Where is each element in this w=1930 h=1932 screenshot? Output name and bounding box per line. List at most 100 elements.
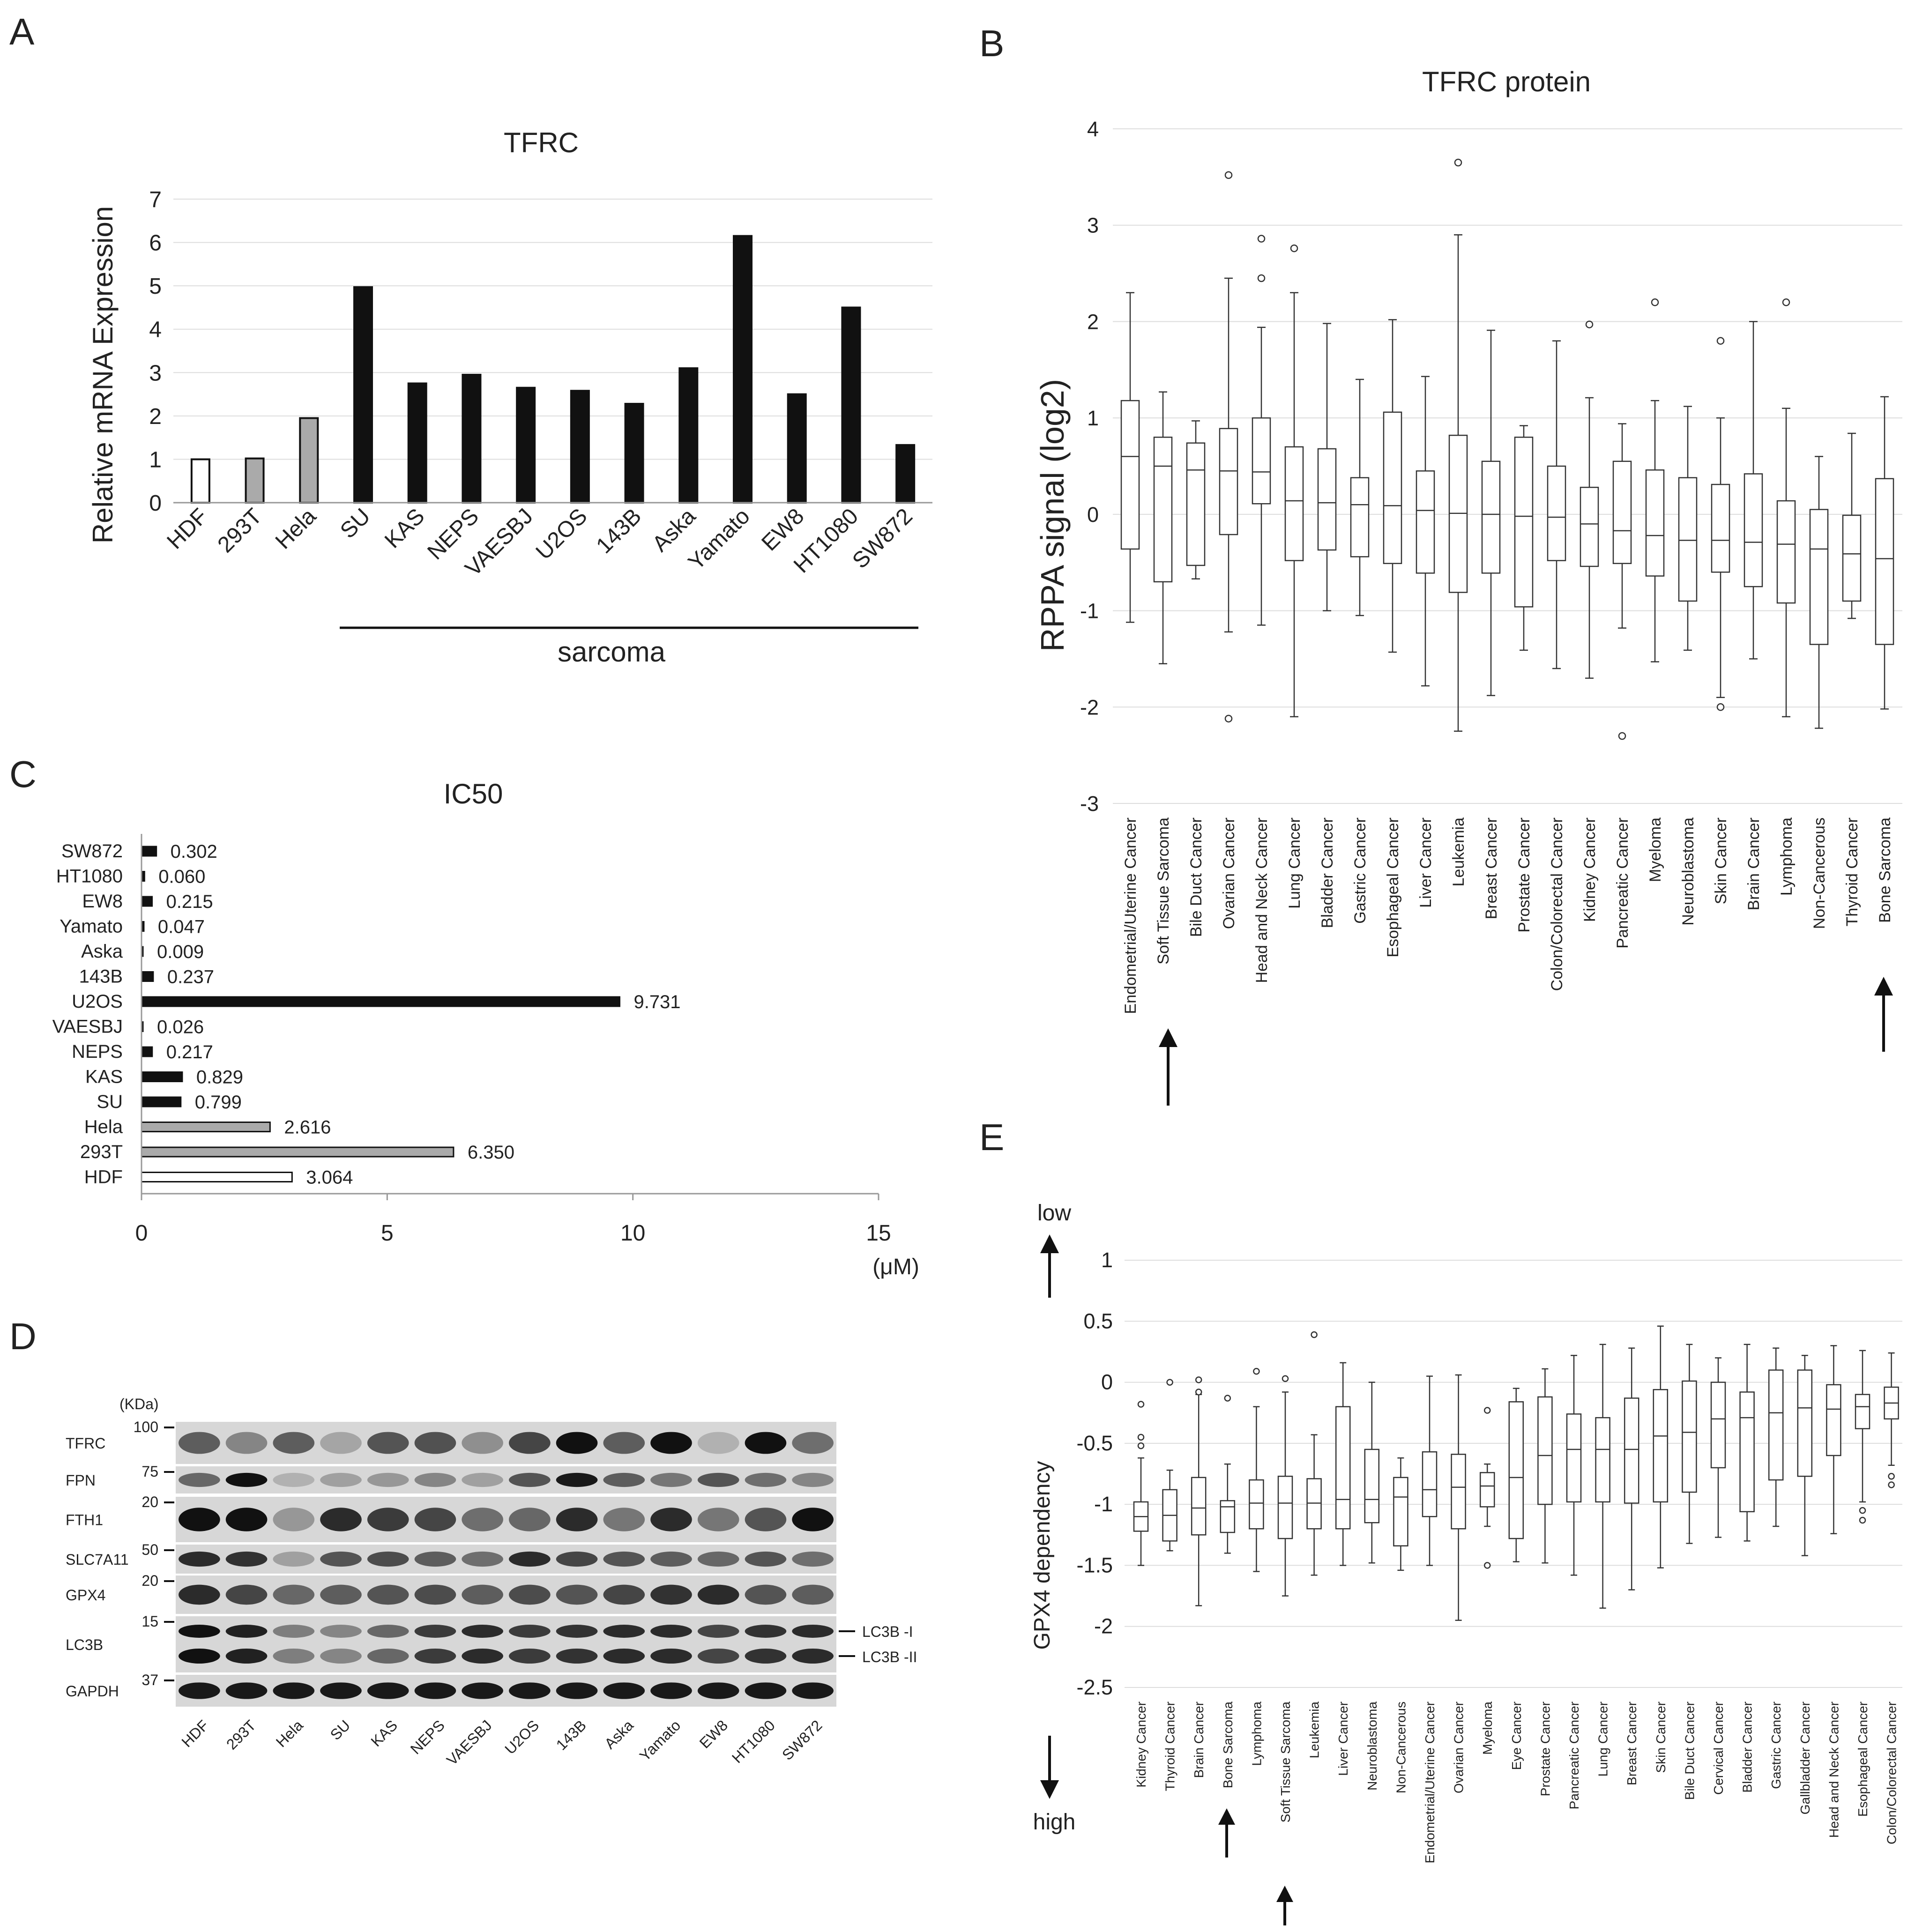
chart-c-category: U2OS <box>72 991 123 1012</box>
blot-band <box>462 1584 503 1605</box>
chart-a-bars <box>190 235 916 504</box>
chart-c-bar-hela <box>141 1122 271 1132</box>
blot-band <box>273 1472 315 1487</box>
blot-band-lc3b-i <box>509 1625 551 1638</box>
chart-b-iqr <box>1875 478 1894 645</box>
blot-row-slc7a11: SLC7A11 50 <box>66 1541 836 1574</box>
chart-e-x-tick: Leukemia <box>1307 1702 1322 1759</box>
chart-e-outlier <box>1483 1407 1491 1414</box>
blot-band <box>320 1551 362 1567</box>
chart-a-title: TFRC <box>504 127 579 158</box>
blot-band <box>179 1682 220 1699</box>
chart-e-outlier <box>1483 1562 1491 1569</box>
blot-band <box>414 1508 456 1531</box>
chart-a-gridlines <box>173 199 932 460</box>
chart-c-bar-hdf <box>141 1172 293 1182</box>
chart-b-iqr <box>1416 470 1435 574</box>
chart-e-iqr <box>1797 1369 1813 1477</box>
chart-c-category: SU <box>97 1092 123 1112</box>
blot-band <box>273 1682 315 1699</box>
chart-e-x-tick: Bladder Cancer <box>1740 1702 1755 1793</box>
chart-b-iqr <box>1809 509 1829 645</box>
blot-band <box>225 1472 268 1487</box>
chart-b-box <box>1481 329 1501 696</box>
chart-c-category: VAESBJ <box>52 1017 123 1037</box>
chart-e-gpx4-dependency: GPX4 dependency low high -2.5 -2 -1.5 -1 -0.… <box>1030 1201 1902 1925</box>
chart-e-box <box>1364 1382 1380 1564</box>
chart-c-value-label: 0.799 <box>195 1092 242 1113</box>
chart-b-x-tick: Soft Tissue Sarcoma <box>1155 817 1172 965</box>
blot-band-lc3b-i <box>556 1625 598 1638</box>
blot-row-gpx4: GPX4 20 <box>66 1572 836 1614</box>
lc3b-ii-label: LC3B -II <box>862 1649 917 1665</box>
blot-lane-label: Yamato <box>636 1717 684 1764</box>
blot-band <box>509 1551 551 1567</box>
chart-b-outlier <box>1618 732 1626 740</box>
blot-lane-label: U2OS <box>501 1717 542 1757</box>
chart-a-y-tick: 2 <box>149 404 162 429</box>
blot-band <box>556 1584 598 1605</box>
chart-b-y-tick: -1 <box>1080 599 1099 623</box>
blot-band <box>697 1432 739 1454</box>
chart-c-category: SW872 <box>61 841 123 862</box>
chart-e-outlier <box>1888 1481 1895 1488</box>
blot-band <box>745 1472 787 1487</box>
chart-e-box <box>1277 1375 1293 1597</box>
chart-b-box <box>1842 432 1862 619</box>
chart-a-bar-yamato <box>733 235 753 504</box>
blot-band <box>320 1508 362 1531</box>
blot-band-lc3b-ii <box>650 1649 692 1664</box>
chart-e-x-tick: Prostate Cancer <box>1538 1702 1552 1796</box>
chart-a-bar-u2os <box>570 390 590 504</box>
chart-b-y-ticks: -3 -2 -1 0 1 2 3 4 <box>1080 117 1099 816</box>
chart-a-x-tick: KAS <box>380 504 429 553</box>
chart-e-outlier <box>1859 1516 1866 1524</box>
blot-row-fth1: FTH1 20 <box>66 1494 836 1542</box>
chart-e-outlier <box>1224 1395 1231 1402</box>
chart-e-iqr <box>1768 1369 1784 1481</box>
chart-b-x-tick: Brain Cancer <box>1745 817 1763 910</box>
chart-e-x-tick: Kidney Cancer <box>1134 1702 1148 1788</box>
blot-band-lc3b-i <box>273 1625 315 1638</box>
chart-e-x-tick: Non-Cancerous <box>1393 1702 1408 1793</box>
kda-label: (KDa) <box>119 1396 159 1412</box>
chart-b-box <box>1120 292 1140 623</box>
chart-b-x-tick: Myeloma <box>1647 817 1664 882</box>
chart-e-iqr <box>1335 1406 1351 1530</box>
chart-b-box <box>1219 171 1238 723</box>
chart-b-iqr <box>1776 500 1796 604</box>
chart-c-categories: SW872 HT1080 EW8 Yamato Aska 143B U2OS VAESBJ NE… <box>52 841 123 1188</box>
blot-band <box>225 1432 268 1454</box>
chart-c-category: Yamato <box>60 916 123 937</box>
chart-b-y-tick: 2 <box>1087 310 1099 334</box>
chart-a-bar-143b <box>624 402 644 504</box>
chart-a-bar-hdf <box>190 458 210 504</box>
chart-a-x-tick: U2OS <box>531 504 592 565</box>
chart-e-x-tick: Soft Tissue Sarcoma <box>1278 1702 1293 1823</box>
chart-b-box <box>1645 298 1665 662</box>
blot-lane-label: Aska <box>601 1717 637 1752</box>
chart-c-bar-143b <box>141 971 154 982</box>
chart-b-boxes <box>1120 158 1894 740</box>
chart-e-box <box>1508 1388 1524 1562</box>
chart-c-x-tick: 15 <box>866 1221 891 1246</box>
blot-band <box>414 1432 456 1454</box>
blot-band <box>367 1584 409 1605</box>
blot-lane-label: 293T <box>223 1717 259 1753</box>
blot-kda-marker: 20 <box>142 1494 158 1510</box>
chart-c-bars: 0.302 0.060 0.215 0.047 0.009 0.237 9.731 0.026… <box>141 841 681 1188</box>
blot-band <box>179 1432 220 1454</box>
chart-c-value-label: 9.731 <box>633 992 680 1012</box>
chart-e-y-tick: 1 <box>1101 1248 1113 1272</box>
chart-b-iqr <box>1153 437 1173 583</box>
chart-e-x-tick: Ovarian Cancer <box>1452 1702 1466 1793</box>
chart-b-iqr <box>1612 461 1632 565</box>
chart-e-outlier <box>1166 1379 1173 1386</box>
chart-b-iqr <box>1350 477 1370 557</box>
chart-b-outlier <box>1782 298 1790 306</box>
blot-band-lc3b-ii <box>320 1649 362 1664</box>
blot-band <box>509 1472 551 1487</box>
blot-row-tfrc: TFRC 100 <box>66 1419 836 1464</box>
blot-band <box>509 1508 551 1531</box>
chart-e-y-ticks: -2.5 -2 -1.5 -1 -0.5 0 0.5 1 <box>1076 1248 1113 1699</box>
